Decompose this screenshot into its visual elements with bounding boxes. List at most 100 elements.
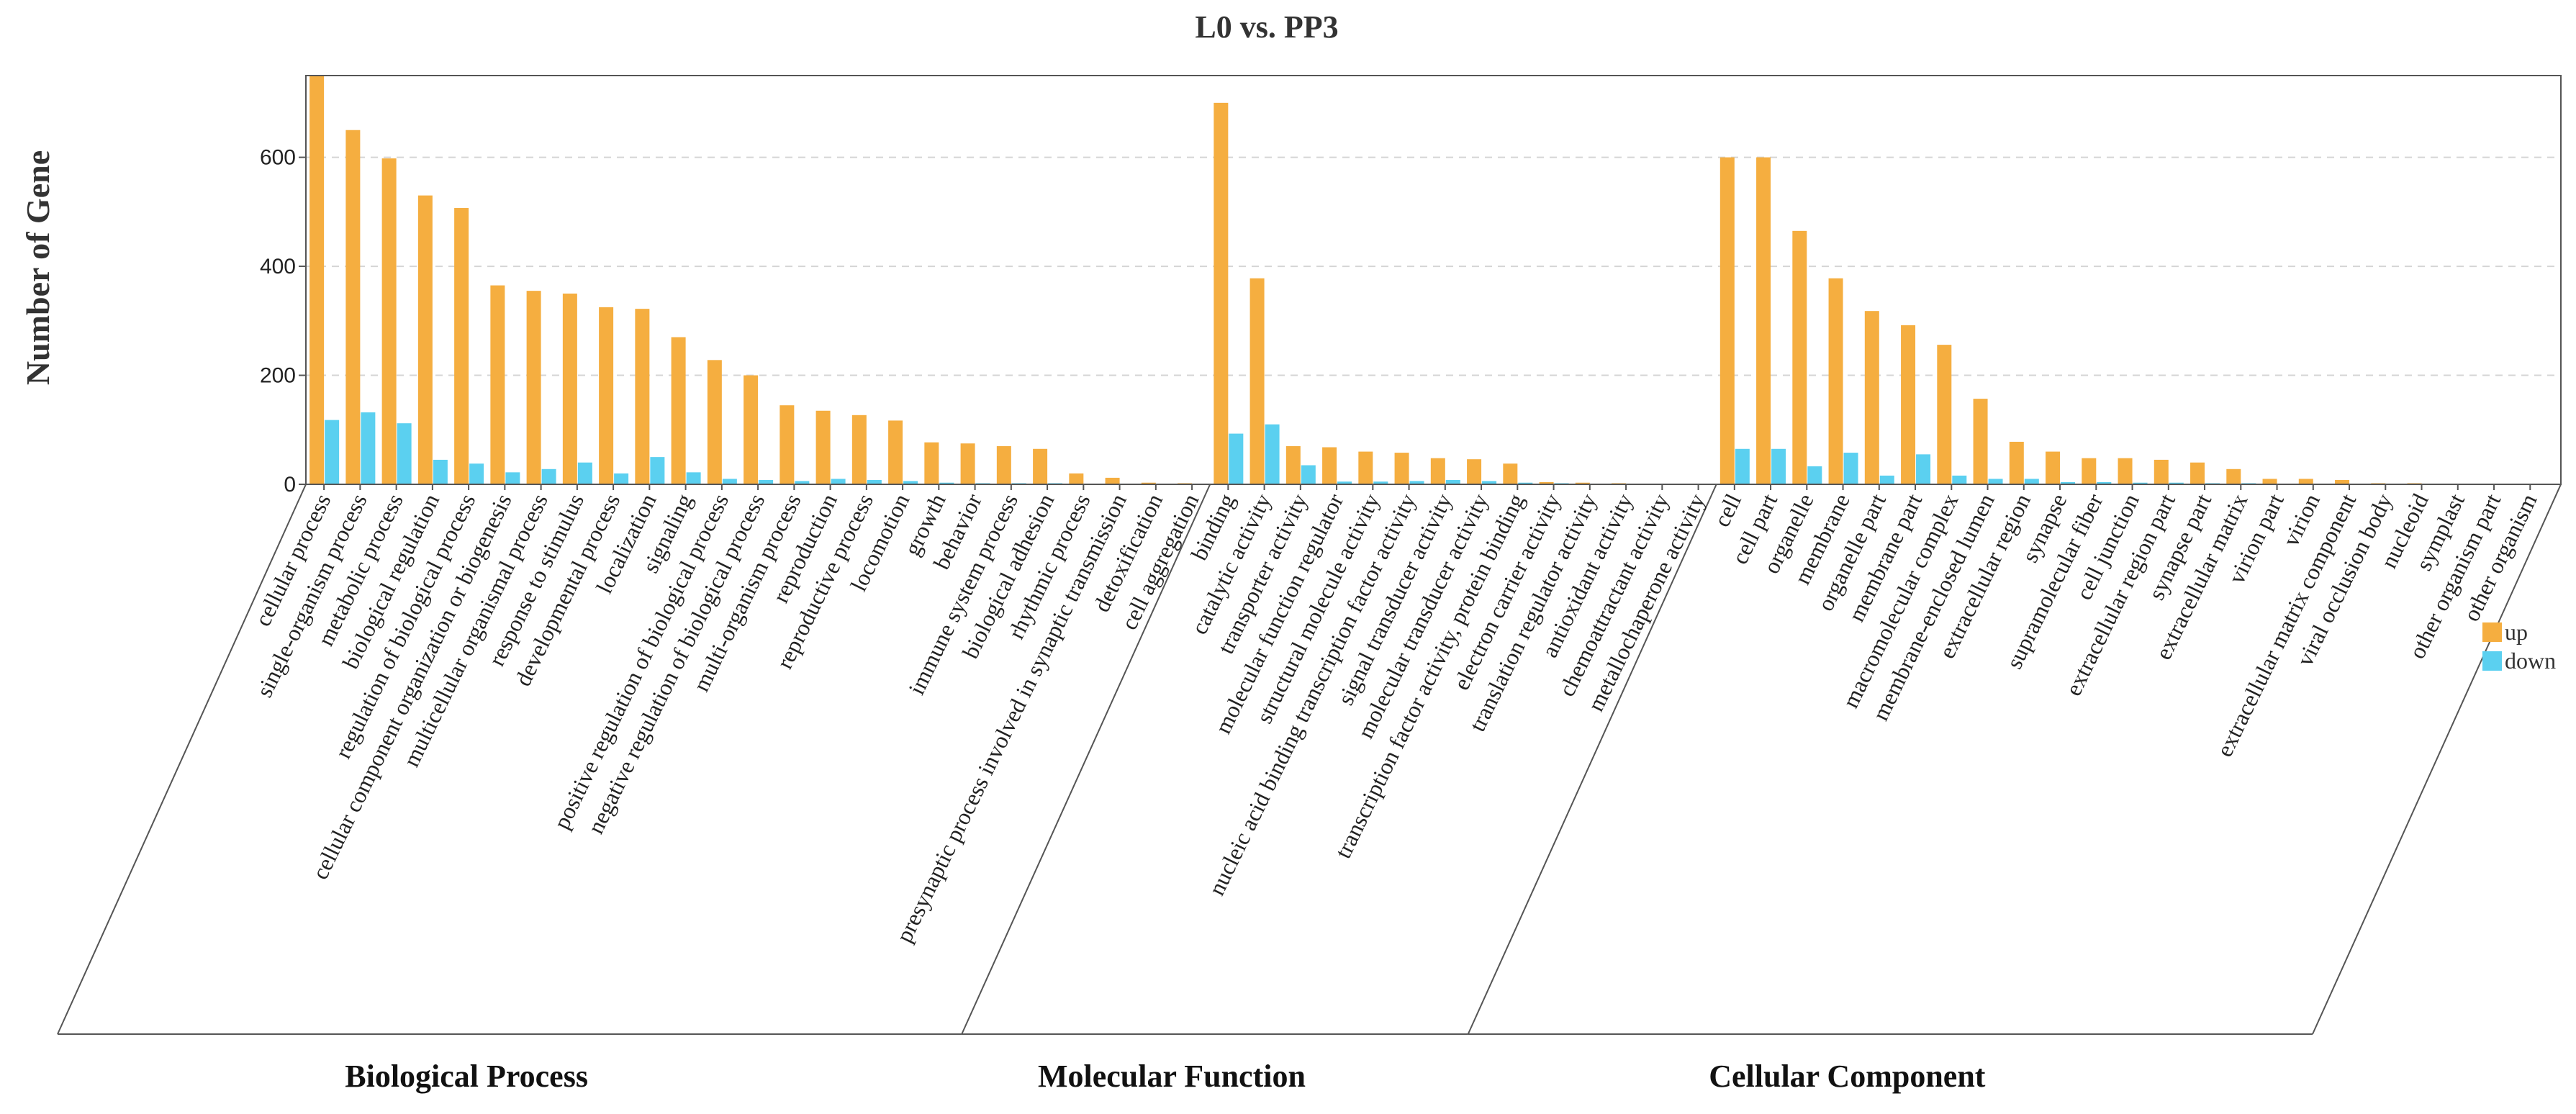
category-label-cell: cell — [1709, 489, 1747, 530]
bar-up-multicellular-organismal-process — [526, 291, 541, 484]
bar-down-metabolic-process — [397, 423, 412, 484]
bar-down-cell — [1735, 448, 1750, 484]
group-label-molecular-function: Molecular Function — [1038, 1059, 1306, 1094]
bar-down-transporter-activity — [1301, 465, 1316, 484]
legend: up down — [2482, 619, 2556, 674]
bar-up-presynaptic-process-involved-in-synaptic-transmission — [1105, 477, 1120, 484]
group-label-cellular-component: Cellular Component — [1709, 1059, 1986, 1094]
bar-up-cellular-component-organization-or-biogenesis — [490, 285, 505, 484]
bar-down-cell-part — [1771, 448, 1786, 484]
bar-down-membrane-enclosed-lumen — [1988, 479, 2003, 484]
bar-down-organelle-part — [1879, 475, 1894, 484]
bar-down-developmental-process — [614, 473, 629, 484]
bar-down-molecular-function-regulator — [1337, 481, 1352, 484]
axes: 0 200 400 600 — [57, 75, 2562, 1035]
bar-down-structural-molecule-activity — [1373, 481, 1388, 484]
bar-up-response-to-stimulus — [562, 293, 577, 484]
group-label-biological-process: Biological Process — [345, 1059, 588, 1094]
bar-up-growth — [924, 442, 939, 484]
bar-up-extracellular-matrix — [2226, 468, 2241, 484]
bar-up-cell-junction — [2118, 458, 2133, 484]
bar-down-cellular-component-organization-or-biogenesis — [505, 472, 520, 484]
bar-up-virion-part — [2262, 479, 2277, 484]
bar-down-extracellular-region-part — [2169, 482, 2184, 484]
bar-down-synapse — [2061, 481, 2076, 484]
bar-up-organelle — [1792, 230, 1807, 484]
bar-up-biological-adhesion — [1033, 448, 1048, 484]
bar-up-electron-carrier-activity — [1539, 481, 1554, 484]
legend-label-down: down — [2505, 648, 2556, 674]
bar-up-supramolecular-fiber — [2082, 458, 2097, 484]
bar-up-cell — [1719, 157, 1735, 484]
group-separator-3 — [2312, 484, 2562, 1035]
bar-down-macromolecular-complex — [1952, 475, 1967, 484]
y-tick-label-600: 600 — [260, 146, 296, 170]
bar-down-signaling — [686, 472, 701, 484]
bar-up-macromolecular-complex — [1937, 345, 1952, 484]
bar-up-metabolic-process — [381, 158, 397, 484]
bar-up-negative-regulation-of-biological-process — [744, 375, 759, 484]
bar-down-reproduction — [831, 479, 846, 484]
bar-up-signal-transducer-activity — [1430, 458, 1445, 484]
bar-up-extracellular-matrix-component — [2335, 479, 2350, 484]
bar-up-cellular-process — [309, 76, 325, 484]
bar-up-membrane-part — [1901, 325, 1916, 484]
legend-swatch-down — [2482, 651, 2502, 671]
bar-up-developmental-process — [599, 307, 614, 484]
y-tick-label-200: 200 — [260, 364, 296, 388]
bar-up-virion — [2298, 479, 2313, 484]
bar-up-signaling — [671, 337, 686, 484]
group-separator-0 — [57, 484, 307, 1035]
bar-up-molecular-function-regulator — [1322, 447, 1337, 484]
y-tick-label-0: 0 — [284, 473, 296, 497]
bar-up-single-organism-process — [345, 130, 361, 484]
bar-down-response-to-stimulus — [577, 462, 592, 484]
bar-down-cell-junction — [2133, 482, 2148, 484]
bar-up-rhythmic-process — [1069, 473, 1084, 484]
bar-down-extracellular-region — [2024, 479, 2039, 484]
plot-border — [305, 75, 2562, 485]
bar-down-locomotion — [903, 481, 918, 484]
bar-down-growth — [939, 482, 954, 484]
bar-down-supramolecular-fiber — [2097, 481, 2112, 484]
bar-down-multi-organism-process — [795, 481, 810, 484]
bar-up-multi-organism-process — [779, 405, 795, 484]
bar-up-binding — [1214, 102, 1229, 484]
bar-down-negative-regulation-of-biological-process — [759, 479, 774, 484]
group-separator-2 — [1467, 484, 1717, 1035]
bar-up-transcription-factor-activity-protein-binding — [1503, 463, 1518, 484]
bar-up-synapse-part — [2190, 462, 2205, 484]
bar-down-membrane-part — [1916, 454, 1931, 484]
y-axis-label: Number of Gene — [19, 150, 56, 385]
bar-down-positive-regulation-of-biological-process — [722, 479, 737, 484]
y-tick-label-400: 400 — [260, 255, 296, 278]
bar-down-transcription-factor-activity-protein-binding — [1518, 482, 1533, 484]
bar-up-positive-regulation-of-biological-process — [707, 360, 722, 484]
bar-up-extracellular-region — [2009, 441, 2024, 484]
bar-up-transporter-activity — [1285, 445, 1301, 484]
bar-up-detoxification — [1141, 482, 1156, 484]
bar-down-nucleic-acid-binding-transcription-factor-activity — [1409, 481, 1424, 484]
bar-up-behavior — [960, 443, 975, 484]
bar-down-single-organism-process — [361, 412, 376, 484]
bar-up-immune-system-process — [996, 445, 1011, 484]
legend-swatch-up — [2482, 622, 2502, 642]
bar-down-regulation-of-biological-process — [469, 463, 484, 484]
bar-up-organelle-part — [1864, 311, 1879, 484]
bar-down-molecular-transducer-activity — [1482, 481, 1497, 484]
bar-up-localization — [635, 309, 650, 484]
bar-down-catalytic-activity — [1265, 424, 1280, 484]
bar-down-binding — [1229, 433, 1244, 484]
legend-label-up: up — [2505, 619, 2528, 645]
bar-up-nucleic-acid-binding-transcription-factor-activity — [1394, 453, 1409, 484]
bar-up-structural-molecule-activity — [1358, 451, 1373, 484]
bar-down-signal-transducer-activity — [1445, 479, 1460, 484]
bar-up-synapse — [2046, 451, 2061, 484]
bar-up-molecular-transducer-activity — [1467, 459, 1482, 484]
bar-down-cellular-process — [325, 420, 340, 484]
bar-down-reproductive-process — [867, 479, 882, 484]
bar-up-locomotion — [888, 420, 903, 484]
bar-up-translation-regulator-activity — [1575, 482, 1590, 484]
